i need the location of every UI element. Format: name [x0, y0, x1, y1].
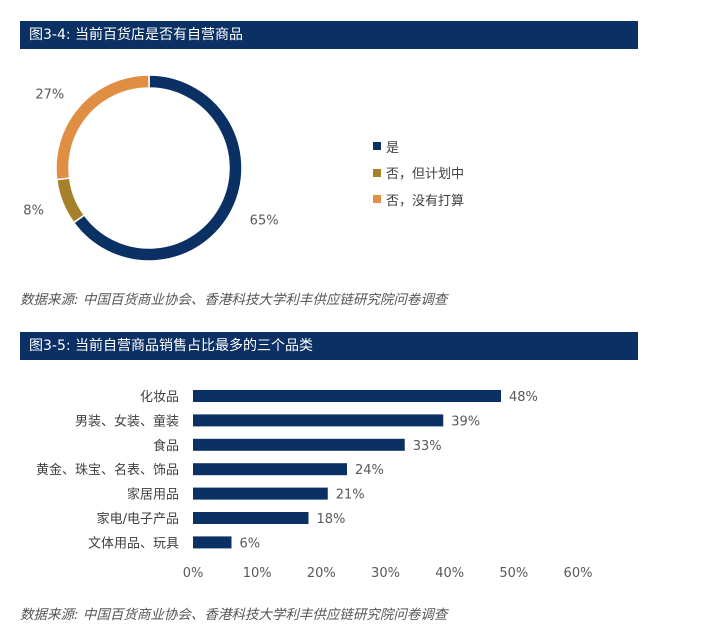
x-tick-label: 0% [183, 566, 204, 581]
legend-label-planned: 否，但计划中 [386, 167, 465, 183]
donut-slice-planned [55, 177, 86, 224]
x-tick-label: 40% [435, 566, 464, 581]
donut-legend: 是 否，但计划中 否，没有打算 [373, 133, 464, 213]
bar-category-label: 黄金、珠宝、名表、饰品 [36, 462, 179, 478]
bar-0 [193, 390, 501, 402]
donut-label-planned: 8% [23, 204, 44, 219]
bar-value-label: 18% [317, 512, 346, 527]
bar-value-label: 21% [336, 488, 365, 503]
bar-1 [193, 414, 444, 427]
bar-3 [193, 463, 347, 476]
donut-slice-no-plan [55, 74, 150, 181]
bar-4 [193, 487, 328, 500]
bar-value-label: 39% [451, 414, 480, 429]
donut-chart: 65% 8% 27% [23, 74, 279, 262]
x-tick-label: 50% [499, 566, 528, 581]
x-tick-label: 30% [371, 566, 400, 581]
x-tick-label: 20% [307, 566, 336, 581]
legend-item-yes: 是 [373, 133, 464, 160]
bar-value-label: 24% [355, 463, 384, 478]
bar-chart: 化妆品 48% 男装、女装、童装 39% 食品 33% 黄金、珠宝、名表、饰品 24% 家居用品… [36, 390, 593, 581]
bar-category-label: 男装、女装、童装 [75, 413, 179, 429]
legend-swatch-yes [373, 142, 381, 151]
legend-label-yes: 是 [386, 140, 400, 156]
x-tick-label: 10% [243, 566, 272, 581]
legend-item-no-plan: 否，没有打算 [373, 186, 464, 213]
legend-item-planned: 否，但计划中 [373, 160, 464, 187]
donut-chart-title: 图3-4: 当前百货店是否有自营商品 [20, 21, 638, 49]
bar-2 [193, 438, 405, 451]
bar-category-label: 家电/电子产品 [97, 511, 179, 527]
bar-category-label: 文体用品、玩具 [88, 536, 179, 551]
legend-swatch-no-plan [373, 195, 381, 204]
bar-5 [193, 512, 309, 524]
bar-category-label: 家居用品 [127, 487, 179, 503]
legend-label-no-plan: 否，没有打算 [386, 193, 465, 209]
bar-value-label: 6% [240, 536, 261, 551]
donut-label-no-plan: 27% [35, 87, 64, 102]
bar-chart-title: 图3-5: 当前自营商品销售占比最多的三个品类 [20, 332, 638, 360]
bar-category-label: 化妆品 [140, 390, 179, 405]
bar-6 [193, 536, 232, 549]
donut-source-note: 数据来源: 中国百货商业协会、香港科技大学利丰供应链研究院问卷调查 [20, 292, 448, 308]
donut-label-yes: 65% [250, 213, 279, 228]
x-tick-label: 60% [564, 566, 593, 581]
legend-swatch-planned [373, 168, 381, 177]
bar-category-label: 食品 [153, 438, 179, 454]
bar-value-label: 48% [509, 390, 538, 405]
bar-source-note: 数据来源: 中国百货商业协会、香港科技大学利丰供应链研究院问卷调查 [20, 607, 448, 623]
bar-value-label: 33% [413, 439, 442, 454]
